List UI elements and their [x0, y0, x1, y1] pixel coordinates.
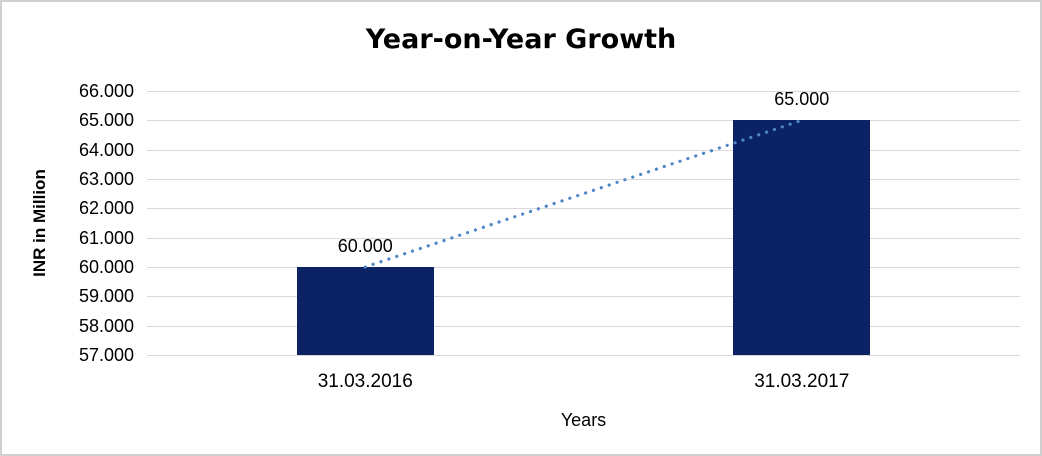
chart-title: Year-on-Year Growth — [365, 24, 677, 55]
gridline — [147, 120, 1020, 122]
y-tick-label: 58.000 — [78, 315, 134, 336]
trendline — [363, 118, 804, 269]
y-tick-label: 57.000 — [78, 345, 134, 365]
y-tick-label: 64.000 — [78, 139, 134, 160]
gridline — [147, 296, 1020, 298]
y-tick-label: 65.000 — [78, 110, 134, 131]
gridline — [147, 267, 1020, 268]
gridline — [147, 208, 1020, 210]
y-tick-label: 61.000 — [78, 227, 134, 248]
x-tick-label: 31.03.2017 — [754, 371, 850, 392]
bar-value-label: 65.000 — [774, 89, 830, 110]
y-tick-label: 60.000 — [78, 257, 134, 277]
gridline — [147, 149, 1020, 151]
plot-area — [147, 91, 1020, 356]
gridline — [147, 355, 1020, 356]
gridline — [147, 179, 1020, 180]
gridline — [147, 237, 1020, 239]
trendline-segment — [363, 118, 804, 269]
y-tick-label: 66.000 — [78, 81, 134, 101]
bar-value-label: 60.000 — [337, 236, 393, 256]
bar — [733, 120, 871, 355]
y-tick-label: 59.000 — [78, 286, 134, 307]
bar — [296, 267, 434, 355]
gridline — [147, 91, 1020, 92]
x-axis-title: Years — [560, 410, 607, 430]
y-tick-label: 62.000 — [78, 198, 134, 219]
gridline — [147, 325, 1020, 327]
y-tick-label: 63.000 — [78, 169, 134, 189]
x-tick-label: 31.03.2016 — [317, 371, 413, 392]
